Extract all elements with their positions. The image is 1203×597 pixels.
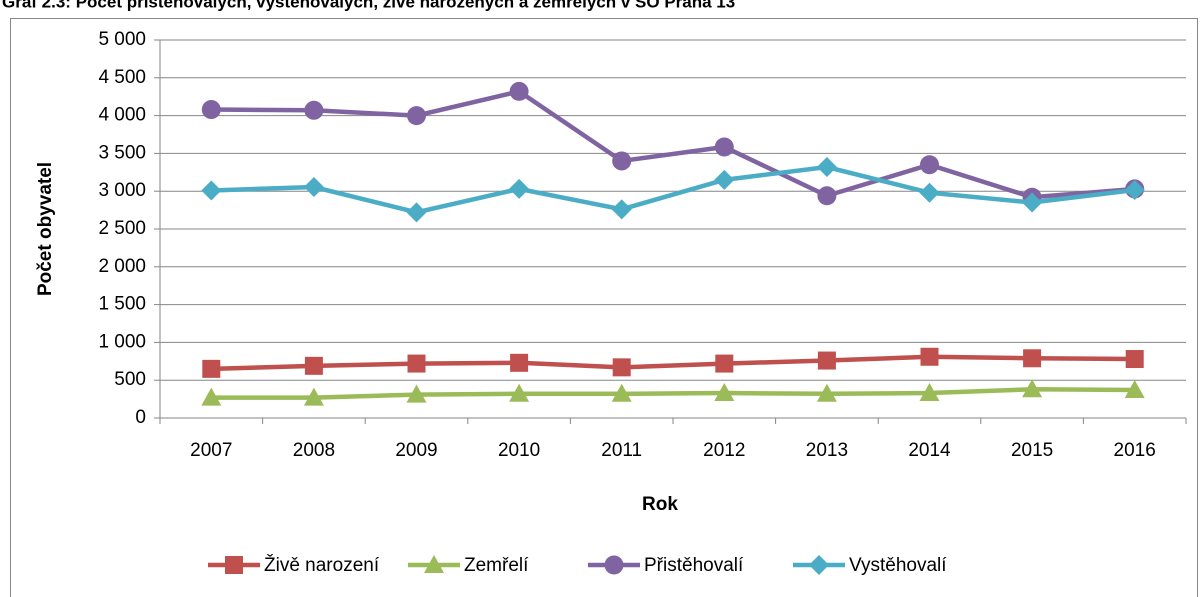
marker <box>612 151 632 171</box>
legend-marker <box>225 556 243 574</box>
marker <box>201 180 222 201</box>
marker <box>1022 379 1043 398</box>
marker <box>202 359 221 378</box>
series-line <box>211 354 1135 372</box>
marker <box>1124 179 1145 200</box>
marker <box>920 347 939 366</box>
marker <box>509 383 530 402</box>
marker <box>919 182 940 203</box>
marker <box>407 354 426 373</box>
legend-label: Přistěhovalí <box>644 555 744 576</box>
series-line <box>211 164 1135 215</box>
marker <box>407 106 426 126</box>
series-line <box>211 88 1135 200</box>
x-tick-label: 2011 <box>601 440 642 461</box>
legend-label: Vystěhovalí <box>849 555 947 576</box>
marker <box>201 100 221 120</box>
marker <box>817 186 837 206</box>
marker <box>1125 350 1144 369</box>
y-tick-label: 4 500 <box>98 67 146 88</box>
marker <box>817 351 836 370</box>
x-tick-label: 2015 <box>1011 440 1053 461</box>
y-tick-label: 1 500 <box>98 294 146 315</box>
marker <box>816 157 837 178</box>
x-tick-label: 2009 <box>395 440 437 461</box>
marker <box>509 178 530 199</box>
y-tick-label: 3 000 <box>98 180 146 201</box>
chart-frame <box>10 18 1198 597</box>
legend-marker <box>424 555 444 573</box>
marker <box>612 358 631 377</box>
marker <box>714 137 734 157</box>
legend-label: Živě narození <box>264 554 380 576</box>
legend-marker <box>604 555 624 575</box>
marker <box>714 169 735 190</box>
marker <box>816 383 837 402</box>
x-tick-label: 2013 <box>806 440 848 461</box>
marker <box>509 81 529 101</box>
y-tick-label: 0 <box>135 407 146 428</box>
y-tick-label: 5 000 <box>98 29 146 50</box>
legend-label: Zemřelí <box>464 555 529 576</box>
y-tick-label: 2 500 <box>98 218 146 239</box>
marker <box>920 155 939 175</box>
x-tick-label: 2008 <box>293 440 335 461</box>
y-axis-label: Počet obyvatel <box>35 162 56 296</box>
marker <box>201 387 222 406</box>
marker <box>303 387 324 406</box>
marker <box>406 384 427 403</box>
legend-marker <box>809 555 829 575</box>
x-tick-label: 2007 <box>190 440 232 461</box>
marker <box>510 353 529 372</box>
marker <box>919 383 940 402</box>
y-tick-label: 2 000 <box>98 256 146 277</box>
y-tick-label: 500 <box>114 369 146 390</box>
marker <box>1124 380 1145 399</box>
chart-title: Graf 2.3: Počet přistěhovalých, vystěhov… <box>2 0 735 11</box>
marker <box>304 356 323 375</box>
marker <box>611 383 632 402</box>
x-tick-label: 2012 <box>703 440 745 461</box>
x-tick-label: 2016 <box>1114 440 1156 461</box>
marker <box>611 199 632 220</box>
marker <box>304 100 324 120</box>
marker <box>303 177 324 198</box>
marker <box>1023 349 1042 368</box>
x-tick-label: 2014 <box>908 440 951 461</box>
marker <box>406 202 427 223</box>
marker <box>714 383 735 402</box>
marker <box>1022 192 1043 213</box>
y-tick-label: 4 000 <box>98 105 146 126</box>
y-tick-label: 1 000 <box>98 331 146 352</box>
series-line <box>211 387 1135 400</box>
marker <box>715 354 734 373</box>
x-axis-label: Rok <box>642 494 678 515</box>
x-tick-label: 2010 <box>498 440 540 461</box>
y-tick-label: 3 500 <box>98 142 146 163</box>
